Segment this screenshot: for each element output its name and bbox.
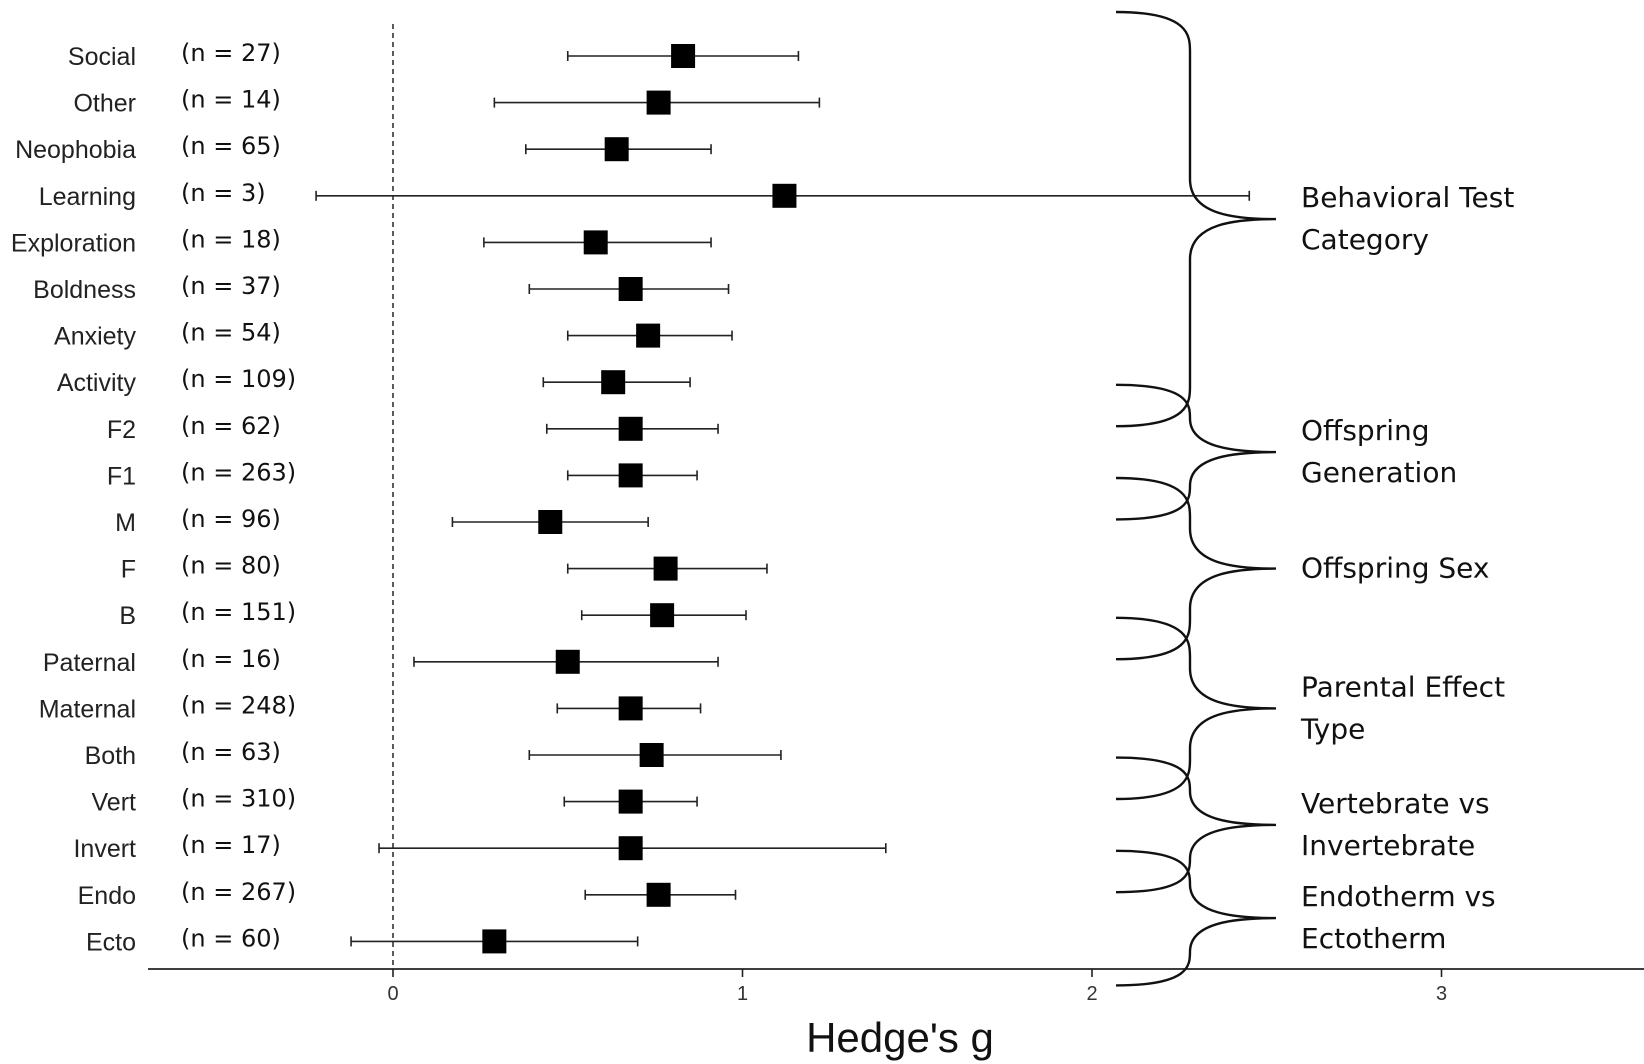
sample-size-label: (n = 63): [181, 738, 281, 766]
point-estimate: [583, 230, 608, 255]
x-tick-label: 0: [387, 983, 398, 1005]
group-label: Generation: [1301, 456, 1457, 489]
point-estimate: [653, 556, 678, 581]
point-estimate: [639, 743, 664, 767]
sample-size-label: (n = 37): [181, 272, 281, 300]
group-label: Vertebrate vs: [1301, 787, 1490, 820]
point-estimate: [646, 90, 671, 115]
row-label: Neophobia: [15, 136, 136, 164]
sample-size-label: (n = 14): [181, 86, 281, 114]
row-label: F1: [107, 462, 136, 490]
point-estimates: [482, 44, 797, 954]
sample-size-label: (n = 62): [181, 412, 281, 440]
row-label: Boldness: [33, 276, 136, 304]
point-estimate: [618, 696, 643, 721]
group-brace: [1115, 756, 1277, 894]
x-tick-label: 1: [737, 983, 748, 1005]
point-estimate: [618, 416, 643, 441]
sample-size-label: (n = 96): [181, 505, 281, 533]
sample-size-label: (n = 3): [181, 179, 266, 207]
point-estimate: [555, 649, 580, 674]
group-label: Invertebrate: [1301, 829, 1475, 862]
point-estimate: [618, 463, 643, 488]
point-estimate: [482, 929, 507, 954]
row-label: Maternal: [39, 695, 136, 723]
sample-size-label: (n = 310): [181, 785, 296, 813]
row-label: Activity: [57, 369, 137, 397]
group-brace: [1115, 616, 1277, 801]
row-label: Anxiety: [54, 323, 136, 351]
group-brace: [1115, 849, 1277, 987]
sample-size-label: (n = 27): [181, 39, 281, 67]
sample-size-label: (n = 18): [181, 225, 281, 253]
point-estimate: [538, 510, 563, 534]
group-brace: [1115, 10, 1277, 428]
row-labels: Social Other Neophobia Learning Exploration B…: [11, 43, 137, 956]
x-tick-label: 2: [1086, 983, 1097, 1005]
group-brace: [1115, 383, 1277, 521]
sample-size-label: (n = 80): [181, 552, 281, 580]
group-braces: Behavioral Test Category Offspring Generati…: [1115, 10, 1514, 987]
sample-size-labels: (n = 27) (n = 14) (n = 65) (n = 3) (n = 18) (…: [181, 39, 296, 952]
row-label: Learning: [39, 183, 136, 211]
point-estimate: [671, 44, 696, 68]
sample-size-label: (n = 248): [181, 691, 296, 719]
point-estimate: [618, 789, 643, 814]
sample-size-label: (n = 17): [181, 831, 281, 859]
sample-size-label: (n = 263): [181, 458, 296, 486]
x-axis-title: Hedge's g: [806, 1014, 994, 1061]
sample-size-label: (n = 109): [181, 365, 296, 393]
group-label: Parental Effect: [1301, 670, 1505, 703]
sample-size-label: (n = 16): [181, 645, 281, 673]
row-label: Both: [85, 742, 136, 770]
row-label: F: [121, 556, 136, 584]
group-label: Type: [1300, 712, 1365, 745]
sample-size-label: (n = 60): [181, 924, 281, 952]
point-estimate: [618, 277, 643, 301]
row-label: Invert: [73, 835, 136, 863]
row-label: F2: [107, 416, 136, 444]
row-label: B: [119, 602, 136, 630]
group-label: Offspring: [1301, 414, 1430, 447]
point-estimate: [618, 836, 643, 861]
point-estimate: [772, 183, 797, 208]
group-label: Category: [1301, 223, 1429, 256]
point-estimate: [646, 882, 671, 907]
point-estimate: [650, 603, 675, 628]
point-estimate: [604, 137, 629, 162]
group-label: Behavioral Test: [1301, 181, 1514, 214]
x-tick-label: 3: [1436, 983, 1447, 1005]
row-label: Vert: [92, 789, 137, 817]
row-label: Social: [68, 43, 136, 71]
group-label: Ectotherm: [1301, 922, 1446, 955]
sample-size-label: (n = 267): [181, 878, 296, 906]
row-label: Ecto: [86, 928, 136, 956]
group-label: Endotherm vs: [1301, 880, 1496, 913]
group-label: Offspring Sex: [1301, 552, 1489, 585]
sample-size-label: (n = 54): [181, 319, 281, 347]
row-label: Endo: [78, 882, 136, 910]
row-label: Exploration: [11, 229, 136, 257]
sample-size-label: (n = 151): [181, 598, 296, 626]
x-axis: 0 1 2 3: [148, 968, 1644, 1005]
point-estimate: [636, 323, 661, 348]
group-brace: [1115, 476, 1277, 661]
point-estimate: [601, 370, 626, 395]
sample-size-label: (n = 65): [181, 132, 281, 160]
row-label: Paternal: [43, 649, 136, 677]
row-label: Other: [73, 90, 136, 118]
row-label: M: [115, 509, 136, 537]
